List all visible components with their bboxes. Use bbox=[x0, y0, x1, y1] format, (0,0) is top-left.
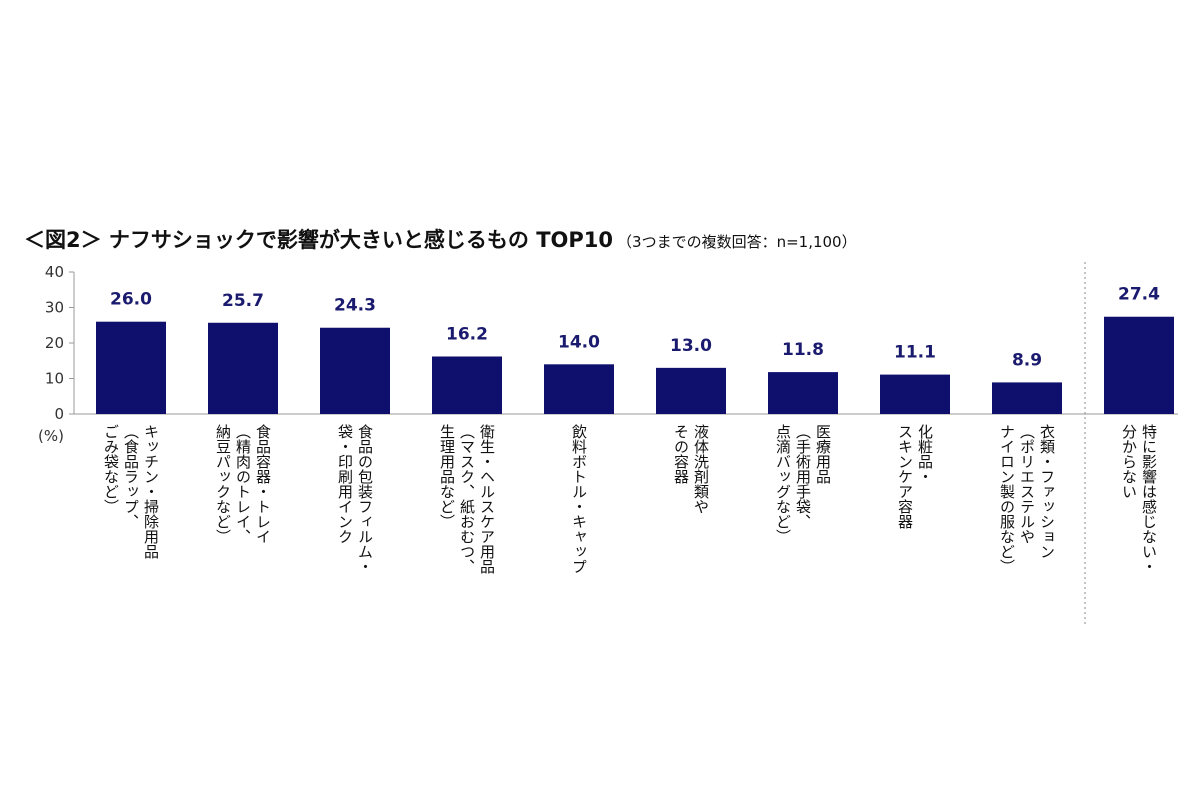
category-label-6-1: （手術用手袋、 bbox=[794, 424, 812, 529]
category-label-1-2: 納豆パックなど） bbox=[214, 424, 232, 544]
y-tick-label-1: 10 bbox=[45, 370, 64, 388]
category-label-8-1: （ポリエステルや bbox=[1018, 424, 1036, 544]
y-tick-label-2: 20 bbox=[45, 334, 64, 352]
category-label-5-1: その容器 bbox=[672, 424, 690, 484]
y-tick-label-4: 40 bbox=[45, 263, 64, 281]
bar-7 bbox=[880, 374, 950, 414]
bar-4 bbox=[544, 364, 614, 414]
value-label-7: 11.1 bbox=[894, 343, 936, 363]
category-label-8-0: 衣類・ファッション bbox=[1038, 424, 1056, 559]
category-label-6-0: 医療用品 bbox=[814, 424, 832, 484]
chart-title: ＜図2＞ ナフサショックで影響が大きいと感じるもの TOP10 （3つまでの複数回… bbox=[24, 224, 857, 254]
category-label-0-2: ごみ袋など） bbox=[102, 424, 120, 514]
value-label-8: 8.9 bbox=[1012, 350, 1042, 370]
value-label-0: 26.0 bbox=[110, 290, 152, 310]
category-label-4-0: 飲料ボトル・キャップ bbox=[570, 424, 588, 574]
category-label-0-1: （食品ラップ、 bbox=[122, 424, 140, 529]
category-label-6-2: 点滴バッグなど） bbox=[774, 424, 792, 544]
category-label-8-2: ナイロン製の服など） bbox=[998, 424, 1016, 574]
category-label-1-1: （精肉のトレイ、 bbox=[234, 424, 252, 544]
category-label-3-1: （マスク、紙おむつ、 bbox=[458, 424, 476, 574]
category-label-2-0: 食品の包装フィルム・ bbox=[356, 424, 374, 574]
bar-6 bbox=[768, 372, 838, 414]
value-label-2: 24.3 bbox=[334, 296, 376, 316]
category-label-2-1: 袋・印刷用インク bbox=[336, 424, 354, 544]
category-label-1-0: 食品容器・トレイ bbox=[254, 424, 272, 544]
category-label-7-1: スキンケア容器 bbox=[896, 424, 914, 529]
category-label-9-1: 分からない bbox=[1120, 424, 1138, 499]
category-label-7-0: 化粧品・ bbox=[916, 424, 934, 484]
y-axis-unit: (%) bbox=[38, 427, 64, 445]
bar-2 bbox=[320, 327, 390, 414]
chart-subtitle: （3つまでの複数回答：n=1,100） bbox=[617, 233, 857, 251]
chart-title-main: ＜図2＞ ナフサショックで影響が大きいと感じるもの TOP10 bbox=[24, 228, 614, 252]
bar-5 bbox=[656, 367, 726, 414]
value-label-9: 27.4 bbox=[1118, 285, 1160, 305]
bar-8 bbox=[992, 382, 1062, 414]
value-label-4: 14.0 bbox=[558, 332, 600, 352]
category-label-9-0: 特に影響は感じない・ bbox=[1140, 424, 1158, 574]
value-label-1: 25.7 bbox=[222, 291, 264, 311]
bar-9 bbox=[1104, 316, 1174, 414]
category-label-0-0: キッチン・掃除用品 bbox=[142, 424, 160, 559]
bar-1 bbox=[208, 322, 278, 414]
value-label-3: 16.2 bbox=[446, 324, 488, 344]
category-label-3-0: 衛生・ヘルスケア用品 bbox=[478, 424, 496, 574]
bar-0 bbox=[96, 321, 166, 414]
category-label-5-0: 液体洗剤類や bbox=[692, 424, 710, 514]
category-label-3-2: 生理用品など） bbox=[438, 424, 456, 529]
bar-3 bbox=[432, 356, 502, 414]
y-tick-label-0: 0 bbox=[54, 405, 64, 423]
value-label-6: 11.8 bbox=[782, 340, 824, 360]
y-tick-label-3: 30 bbox=[45, 299, 64, 317]
value-label-5: 13.0 bbox=[670, 336, 712, 356]
